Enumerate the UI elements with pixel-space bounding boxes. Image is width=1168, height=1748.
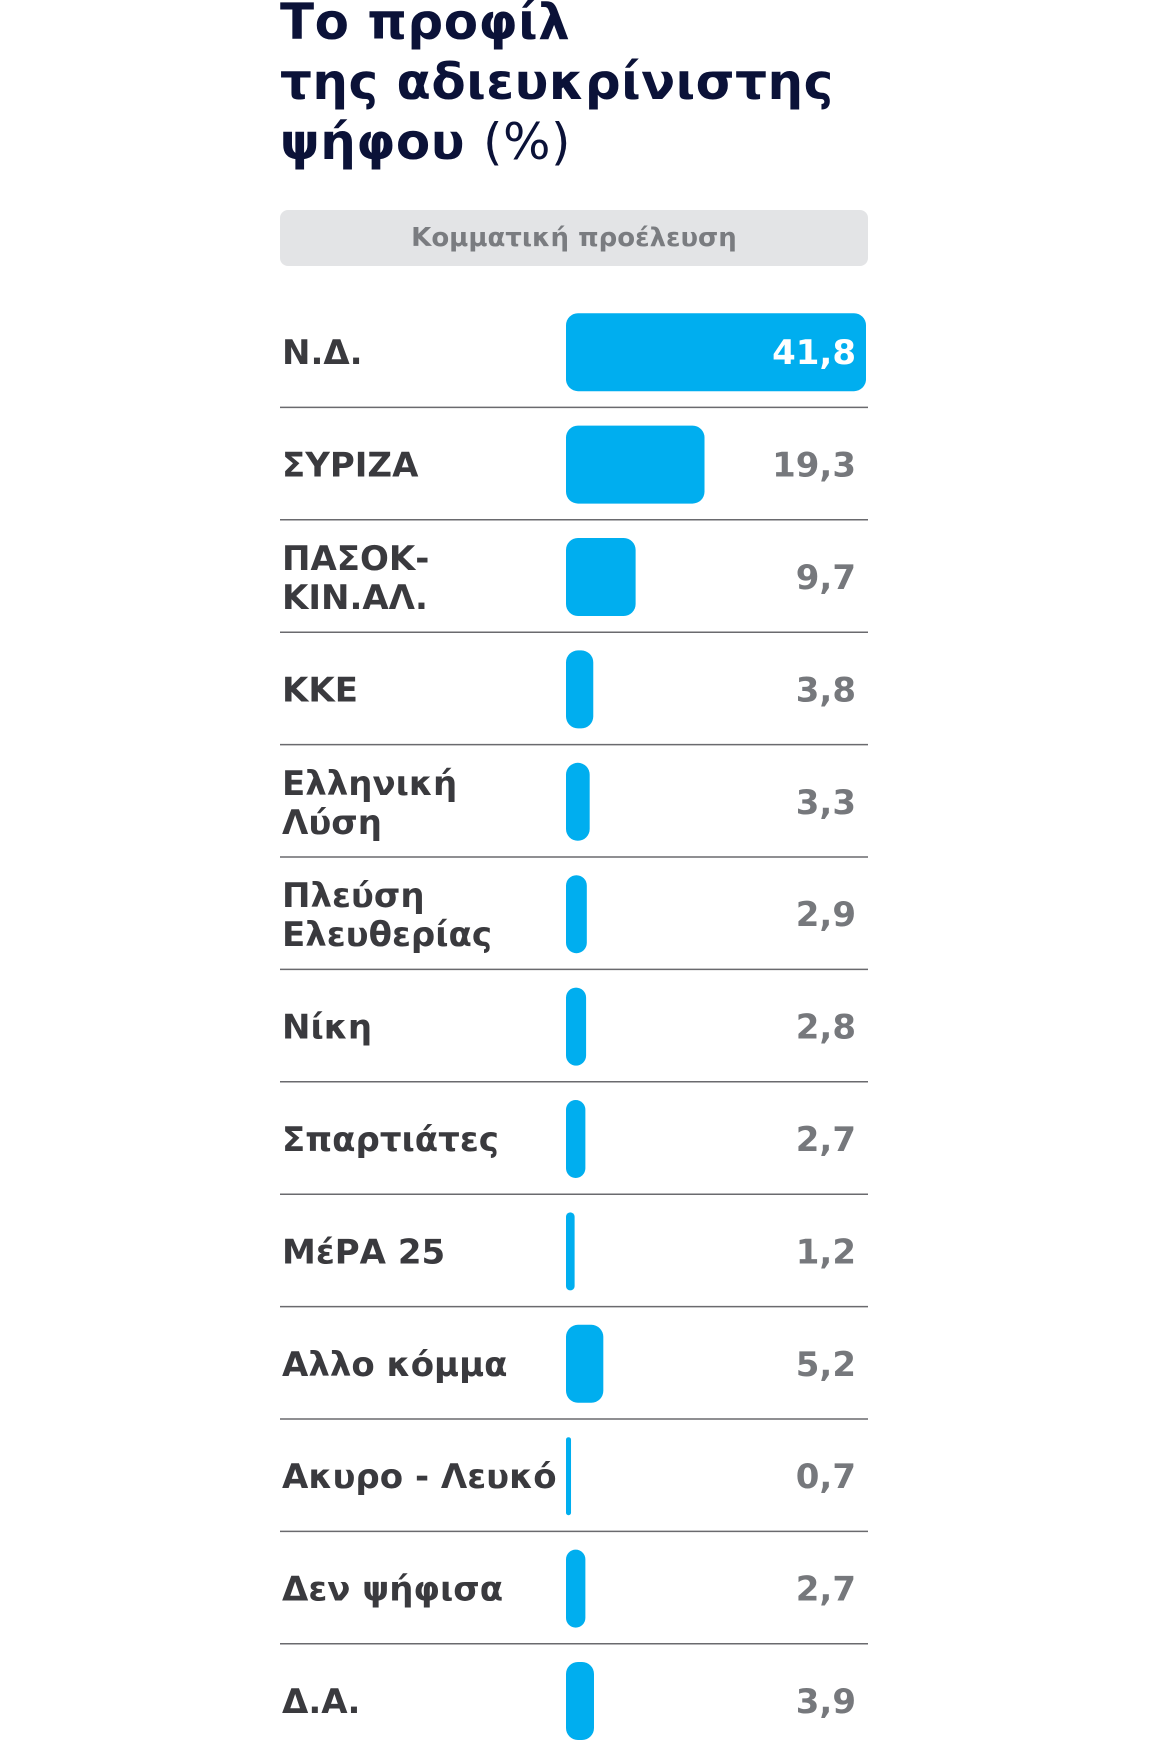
category-label: ΚΚΕ (282, 670, 358, 710)
section-header: Κομματική προέλευση (280, 210, 868, 266)
category-label: ΜέΡΑ 25 (282, 1232, 445, 1272)
bar (566, 425, 705, 504)
bar (566, 313, 866, 392)
category-label: Νίκη (282, 1008, 372, 1048)
value-label: 3,9 (796, 1682, 856, 1722)
value-label: 2,7 (796, 1120, 856, 1160)
title-line-2: της αδιευκρίνιστης (280, 53, 834, 111)
bar (566, 1437, 572, 1516)
category-label: Αλλο κόμμα (282, 1345, 507, 1385)
category-label-line: ΠΑΣΟΚ- (282, 539, 429, 579)
category-label-line: ΚΙΝ.ΑΛ. (282, 578, 428, 618)
category-label: ΣΥΡΙΖΑ (282, 446, 419, 486)
value-label: 0,7 (796, 1457, 856, 1497)
title-line-3: ψήφου (%) (280, 112, 834, 172)
value-label: 1,2 (796, 1232, 856, 1272)
category-label: ΠΑΣΟΚ-ΚΙΝ.ΑΛ. (282, 539, 429, 618)
category-label-line: Ελληνική (282, 764, 457, 804)
value-label: 19,3 (772, 446, 856, 486)
category-label: Πλεύση Ελευθερίας (282, 876, 492, 955)
title-line-1: Το προφίλ (280, 0, 571, 51)
value-label: 9,7 (796, 558, 856, 598)
title-line-3-text: ψήφου (280, 113, 466, 171)
bar (566, 1662, 594, 1740)
bar (566, 1549, 586, 1628)
chart-title: Το προφίλ της αδιευκρίνιστης ψήφου (%) (280, 0, 834, 172)
category-label: Δεν ψήφισα (282, 1570, 503, 1610)
bar (566, 762, 590, 841)
category-label-line: Ελευθερίας (282, 915, 492, 955)
bar (566, 1324, 604, 1403)
value-label: 2,9 (796, 895, 856, 935)
value-label: 41,8 (772, 333, 856, 373)
bar (566, 538, 636, 616)
bar (566, 875, 587, 954)
bar (566, 650, 594, 729)
category-label: Ν.Δ. (282, 333, 363, 373)
value-label: 3,8 (796, 670, 856, 710)
value-label: 2,7 (796, 1570, 856, 1610)
value-label: 3,3 (796, 783, 856, 823)
category-label-line: Λύση (282, 803, 382, 843)
category-label: Ακυρο - Λευκό (282, 1457, 557, 1497)
category-label: Σπαρτιάτες (282, 1120, 499, 1160)
bar (566, 987, 587, 1066)
category-label-line: Πλεύση (282, 876, 425, 916)
category-label: Ελληνική Λύση (282, 764, 457, 843)
title-unit: (%) (482, 113, 571, 171)
bar (566, 1100, 586, 1178)
value-label: 2,8 (796, 1008, 856, 1048)
value-label: 5,2 (796, 1345, 856, 1385)
bar (566, 1212, 575, 1291)
category-label: Δ.Α. (282, 1682, 360, 1722)
